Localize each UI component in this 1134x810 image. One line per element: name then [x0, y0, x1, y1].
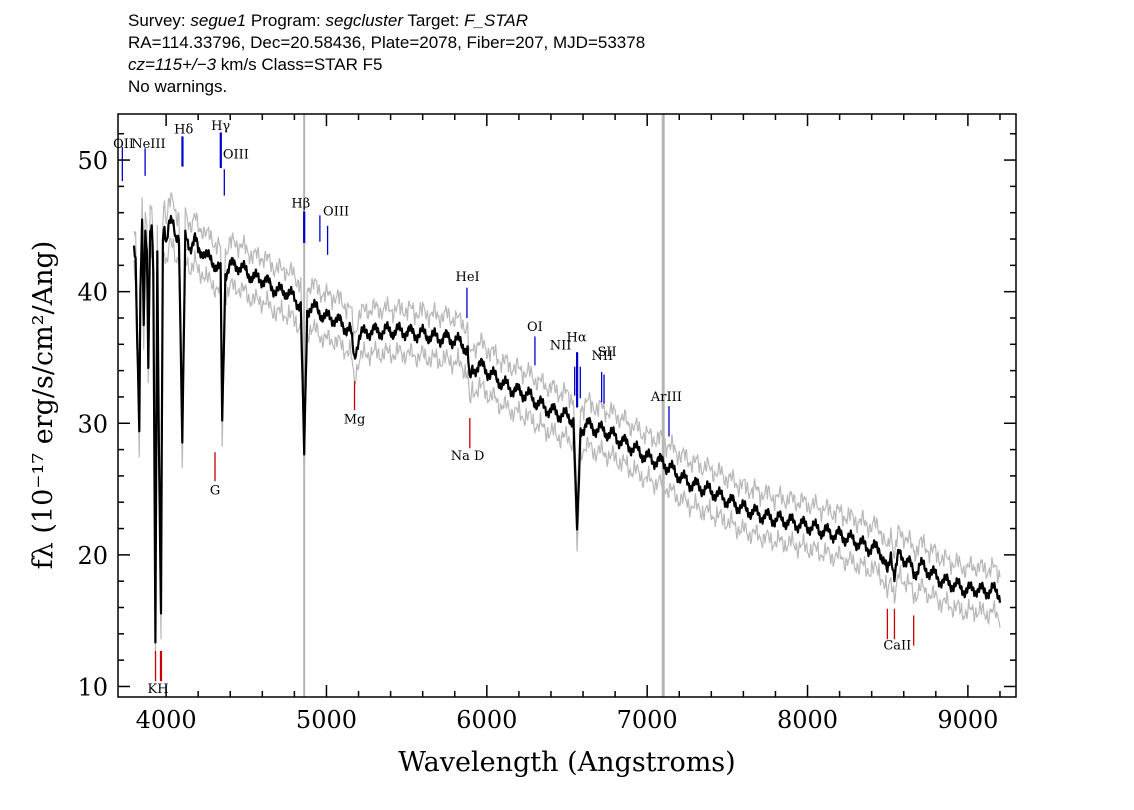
redshift-class: km/s Class=STAR F5 — [216, 55, 383, 74]
y-tick-label: 40 — [77, 279, 108, 307]
x-tick-label: 5000 — [296, 706, 357, 734]
y-axis-title: fλ (10⁻¹⁷ erg/s/cm²/Ang) — [28, 241, 59, 570]
header-line-redshift: cz=115+/−3 km/s Class=STAR F5 — [128, 54, 645, 76]
sky-bands — [303, 114, 665, 697]
x-tick-label: 8000 — [777, 706, 838, 734]
spectral-line-label: Hβ — [291, 196, 310, 211]
spectral-line-label: KH — [148, 682, 169, 697]
spectral-line-label: ArIII — [650, 390, 682, 405]
y-tick-label: 30 — [77, 410, 108, 438]
spectral-line-label: NII — [550, 339, 572, 354]
spectral-line-label: OIII — [223, 148, 249, 163]
spectral-line-label: OI — [527, 320, 543, 335]
target-label: Target: — [402, 11, 465, 30]
header-line-coordinates: RA=114.33796, Dec=20.58436, Plate=2078, … — [128, 33, 646, 52]
y-tick-label: 50 — [77, 147, 108, 175]
program-value: segcluster — [325, 11, 403, 30]
spectral-line-label: NII — [591, 349, 613, 364]
spectral-line-label: SII — [597, 345, 616, 360]
spectral-line-label: OIII — [323, 204, 349, 219]
target-value: F_STAR — [464, 11, 529, 30]
spectral-line-label: HeI — [455, 270, 479, 285]
x-axis-title: Wavelength (Angstroms) — [398, 747, 735, 778]
spectral-line-label: Hα — [567, 331, 587, 346]
survey-value: segue1 — [190, 11, 247, 30]
redshift-value: cz=115+/−3 — [128, 55, 217, 74]
spectral-line-label: NeIII — [131, 137, 165, 152]
spectral-line-label: CaII — [883, 639, 911, 654]
spectral-line-markers — [121, 132, 915, 682]
header-line-survey: Survey: segue1 Program: segcluster Targe… — [128, 10, 645, 32]
x-tick-label: 9000 — [937, 706, 998, 734]
error-upper-line — [133, 192, 1001, 628]
spectral-line-label: Hδ — [174, 123, 193, 138]
header-line-warnings: No warnings. — [128, 77, 228, 96]
x-tick-label: 7000 — [617, 706, 678, 734]
axis-ticks: 4000 5000 6000 7000 8000 9000 10 20 30 40 50 — [77, 114, 1016, 734]
spectrum-header: Survey: segue1 Program: segcluster Targe… — [128, 10, 645, 98]
y-tick-label: 20 — [77, 542, 108, 570]
x-tick-label: 6000 — [456, 706, 517, 734]
spectral-line-label: Na D — [451, 449, 485, 464]
x-tick-label: 4000 — [136, 706, 197, 734]
error-lower-line — [133, 237, 1001, 658]
spectral-line-label: Mg — [344, 412, 366, 427]
spectrum-line — [132, 214, 1002, 644]
spectral-line-label: G — [210, 483, 220, 498]
error-envelope — [133, 192, 1001, 658]
plot-frame — [117, 113, 1017, 698]
y-tick-label: 10 — [77, 673, 108, 701]
program-label: Program: — [246, 11, 326, 30]
survey-label: Survey: — [128, 11, 191, 30]
spectral-line-label: Hγ — [211, 119, 230, 134]
spectrum-series — [132, 214, 1002, 644]
